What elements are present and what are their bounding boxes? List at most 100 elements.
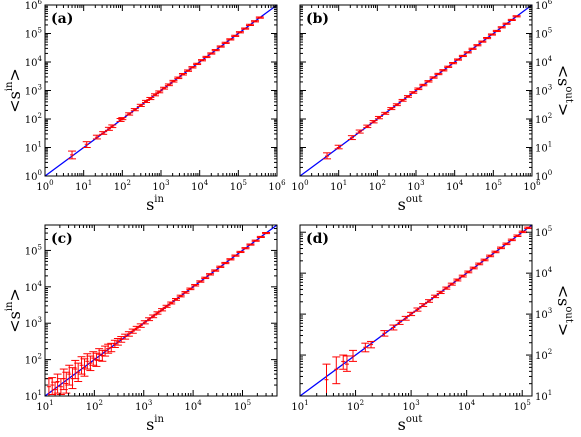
- x-tick-label: 104: [185, 399, 203, 413]
- data-point: [425, 299, 434, 303]
- data-point: [322, 363, 331, 396]
- y-tick-label: 100: [535, 169, 552, 183]
- data-point: [361, 342, 370, 353]
- data-point: [468, 47, 477, 50]
- y-tick-label: 105: [25, 27, 42, 41]
- data-point: [149, 314, 158, 319]
- data-point: [142, 99, 151, 103]
- data-point: [184, 69, 193, 72]
- data-point: [419, 303, 428, 308]
- y-tick-label: 105: [25, 243, 42, 257]
- data-point: [140, 320, 149, 325]
- x-tick-label: 102: [369, 179, 386, 193]
- data-point: [196, 280, 205, 283]
- x-tick-label: 101: [291, 399, 308, 413]
- data-point: [439, 69, 448, 72]
- data-point: [507, 18, 516, 22]
- plot-frame: [299, 224, 533, 397]
- data-point: [171, 297, 180, 301]
- y-tick-label: 105: [535, 27, 552, 41]
- data-point: [349, 349, 358, 362]
- data-point: [374, 115, 383, 120]
- data-point: [160, 86, 169, 90]
- data-point: [221, 261, 230, 265]
- y-tick-label: 103: [25, 316, 42, 330]
- panel-4: 101 102 103 104 105 101 102 103 104 105 (d) sout <so…: [291, 224, 574, 434]
- data-point: [334, 144, 343, 150]
- data-point: [202, 55, 211, 59]
- data-point: [363, 124, 372, 129]
- x-tick-label: 103: [135, 399, 152, 413]
- data-point: [454, 58, 463, 61]
- y-tick-label: 103: [535, 307, 552, 321]
- data-point: [136, 103, 145, 107]
- data-point: [512, 15, 521, 18]
- data-point: [381, 111, 390, 115]
- data-point: [235, 31, 244, 34]
- data-point: [118, 117, 127, 121]
- data-point: [48, 377, 57, 395]
- x-tick-label: 100: [36, 179, 53, 193]
- y-tick-label: 102: [535, 348, 552, 362]
- data-point: [251, 239, 260, 242]
- data-point: [486, 254, 495, 258]
- data-point: [502, 242, 511, 246]
- data-point: [241, 247, 250, 250]
- data-point: [246, 243, 255, 246]
- data-point: [193, 62, 202, 66]
- y-tick-label: 105: [535, 225, 552, 239]
- data-point: [398, 98, 407, 102]
- y-tick-label: 101: [535, 389, 552, 403]
- data-point: [186, 287, 195, 291]
- data-point: [153, 311, 162, 315]
- data-point: [145, 317, 154, 322]
- x-tick-label: 101: [330, 179, 347, 193]
- data-point: [496, 246, 505, 250]
- data-point: [518, 230, 527, 234]
- plot-area: [300, 5, 532, 176]
- x-tick-label: 104: [191, 179, 209, 193]
- data-point: [491, 250, 500, 254]
- data-point: [245, 23, 254, 26]
- y-tick-label: 101: [25, 141, 42, 155]
- data-point: [207, 52, 216, 55]
- data-point: [65, 364, 74, 386]
- x-axis-title: sin: [146, 194, 164, 214]
- data-point: [369, 120, 378, 124]
- data-point: [201, 276, 210, 280]
- data-point: [226, 38, 235, 41]
- y-axis-title: <sin>: [4, 68, 24, 113]
- data-point: [464, 270, 473, 274]
- data-point: [424, 80, 433, 83]
- data-point: [158, 308, 167, 312]
- data-point: [419, 83, 428, 87]
- data-point: [162, 304, 171, 308]
- data-point: [483, 37, 492, 40]
- data-point: [387, 107, 396, 111]
- data-point: [221, 41, 230, 44]
- x-tick-label: 105: [230, 179, 247, 193]
- data-point: [128, 328, 137, 334]
- data-point: [513, 234, 522, 237]
- x-axis-title: sout: [398, 414, 423, 434]
- x-tick-label: 103: [152, 179, 169, 193]
- data-point: [458, 54, 467, 58]
- data-point: [256, 235, 265, 239]
- panel-3: 101 102 103 104 105 101 102 103 104 105 (c) sin <sin…: [4, 224, 278, 434]
- data-point: [414, 87, 423, 91]
- data-point: [211, 269, 220, 272]
- y-tick-label: 106: [535, 0, 553, 12]
- y-tick-label: 104: [535, 266, 553, 280]
- plot-area: [300, 225, 532, 396]
- data-point: [507, 238, 516, 242]
- data-point: [211, 49, 220, 52]
- x-tick-label: 101: [75, 179, 92, 193]
- plot-frame: [299, 4, 533, 177]
- data-point: [409, 91, 418, 94]
- data-point: [449, 62, 458, 65]
- y-axis-title: <sout>: [554, 65, 574, 117]
- identity-line: [300, 225, 532, 396]
- panel-1: 100 101 102 103 104 105 106 100 101 102 103 104 105 1…: [4, 0, 286, 214]
- data-point: [487, 33, 496, 36]
